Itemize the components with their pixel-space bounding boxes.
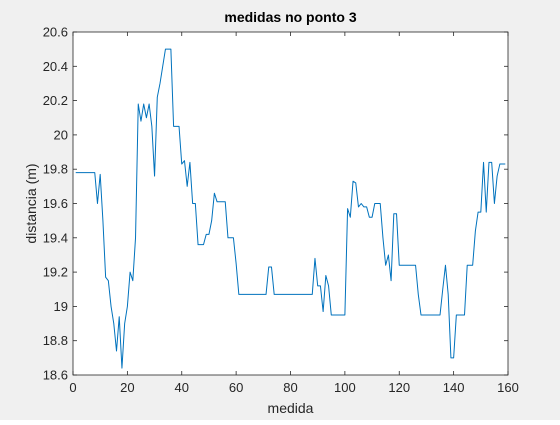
y-axis-label: distancia (m) xyxy=(23,163,39,243)
x-tick-label: 20 xyxy=(120,380,134,395)
x-tick-labels: 0 20 40 60 80 100 120 140 160 xyxy=(69,380,518,395)
series-layer xyxy=(75,48,506,369)
x-tick-label: 40 xyxy=(175,380,189,395)
y-tick-label: 19.6 xyxy=(43,196,68,211)
x-tick-label: 140 xyxy=(443,380,465,395)
x-tick-label: 0 xyxy=(69,380,76,395)
y-tick-label: 19.4 xyxy=(43,230,68,245)
y-tick-label: 18.6 xyxy=(43,368,68,383)
chart-title: medidas no ponto 3 xyxy=(224,9,356,25)
x-tick-label: 60 xyxy=(229,380,243,395)
x-axis-label: medida xyxy=(268,400,314,416)
y-tick-labels: 18.6 18.8 19 19.2 19.4 19.6 19.8 20 20.2 20.4 20.6 xyxy=(43,25,68,383)
series-line-medidas xyxy=(75,48,506,369)
axes-box xyxy=(72,31,509,376)
y-tick-label: 19.8 xyxy=(43,162,68,177)
y-tick-label: 20.2 xyxy=(43,93,68,108)
plot-area xyxy=(73,32,508,375)
y-tick-label: 19.2 xyxy=(43,265,68,280)
x-tick-label: 120 xyxy=(388,380,410,395)
y-tick-label: 19 xyxy=(54,299,68,314)
x-tick-label: 100 xyxy=(334,380,356,395)
x-tick-label: 160 xyxy=(497,380,519,395)
y-tick-label: 18.8 xyxy=(43,333,68,348)
y-tick-label: 20 xyxy=(54,127,68,142)
y-tick-label: 20.6 xyxy=(43,25,68,40)
y-tick-label: 20.4 xyxy=(43,59,68,74)
x-tick-label: 80 xyxy=(283,380,297,395)
